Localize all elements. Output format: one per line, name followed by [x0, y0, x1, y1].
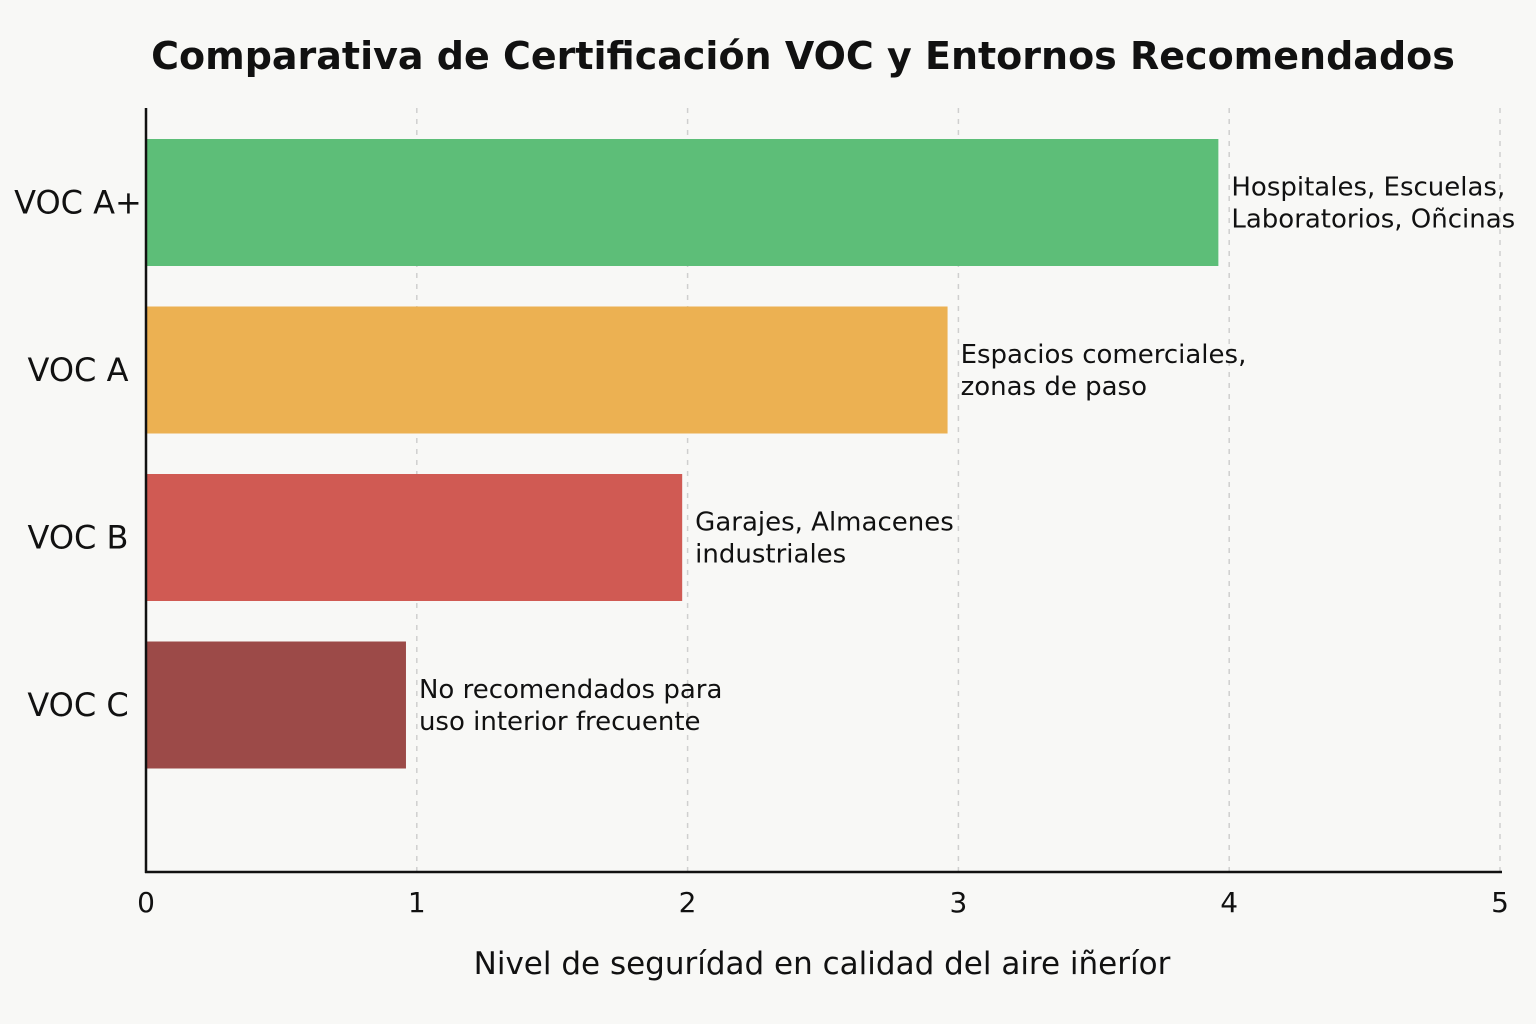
y-category-label: VOC A+	[14, 184, 142, 222]
bar-annotation-line: Laboratorios, Oñcinas	[1231, 205, 1515, 235]
x-tick-label: 4	[1220, 886, 1238, 919]
x-tick-label: 3	[949, 886, 967, 919]
bars	[146, 139, 1219, 769]
y-category-label: VOC C	[27, 686, 128, 724]
bar-annotation-line: industriales	[695, 540, 846, 570]
bar-annotation-line: Hospitales, Escuelas,	[1231, 173, 1505, 203]
x-axis-title: Nivel de segurídad en calidad del aire i…	[474, 946, 1171, 982]
x-tick-label: 0	[137, 886, 155, 919]
x-tick-label: 5	[1491, 886, 1509, 919]
chart-title: Comparativa de Certificación VOC y Entor…	[151, 34, 1455, 78]
bar-annotation-line: No recomendados para	[419, 675, 722, 705]
labels: 0 1 2 3 4 5 VOC A+ Hospitales, Escuelas,Laborat…	[14, 173, 1515, 983]
y-category-label: VOC A	[28, 351, 129, 389]
bar-annotation-line: zonas de paso	[961, 372, 1147, 402]
x-tick-label: 1	[408, 886, 426, 919]
y-category-label: VOC B	[28, 519, 129, 557]
bar-annotation-line: Espacios comerciales,	[961, 340, 1247, 370]
bar-voc-a	[146, 306, 948, 434]
x-tick-label: 2	[679, 886, 697, 919]
bar-annotation-line: uso interior frecuente	[419, 707, 701, 737]
bar-voc-b	[146, 474, 683, 601]
bar-voc-a	[146, 139, 1219, 266]
bar-voc-c	[146, 641, 406, 769]
bar-annotation-line: Garajes, Almacenes	[695, 508, 954, 538]
axes	[144, 108, 1502, 874]
